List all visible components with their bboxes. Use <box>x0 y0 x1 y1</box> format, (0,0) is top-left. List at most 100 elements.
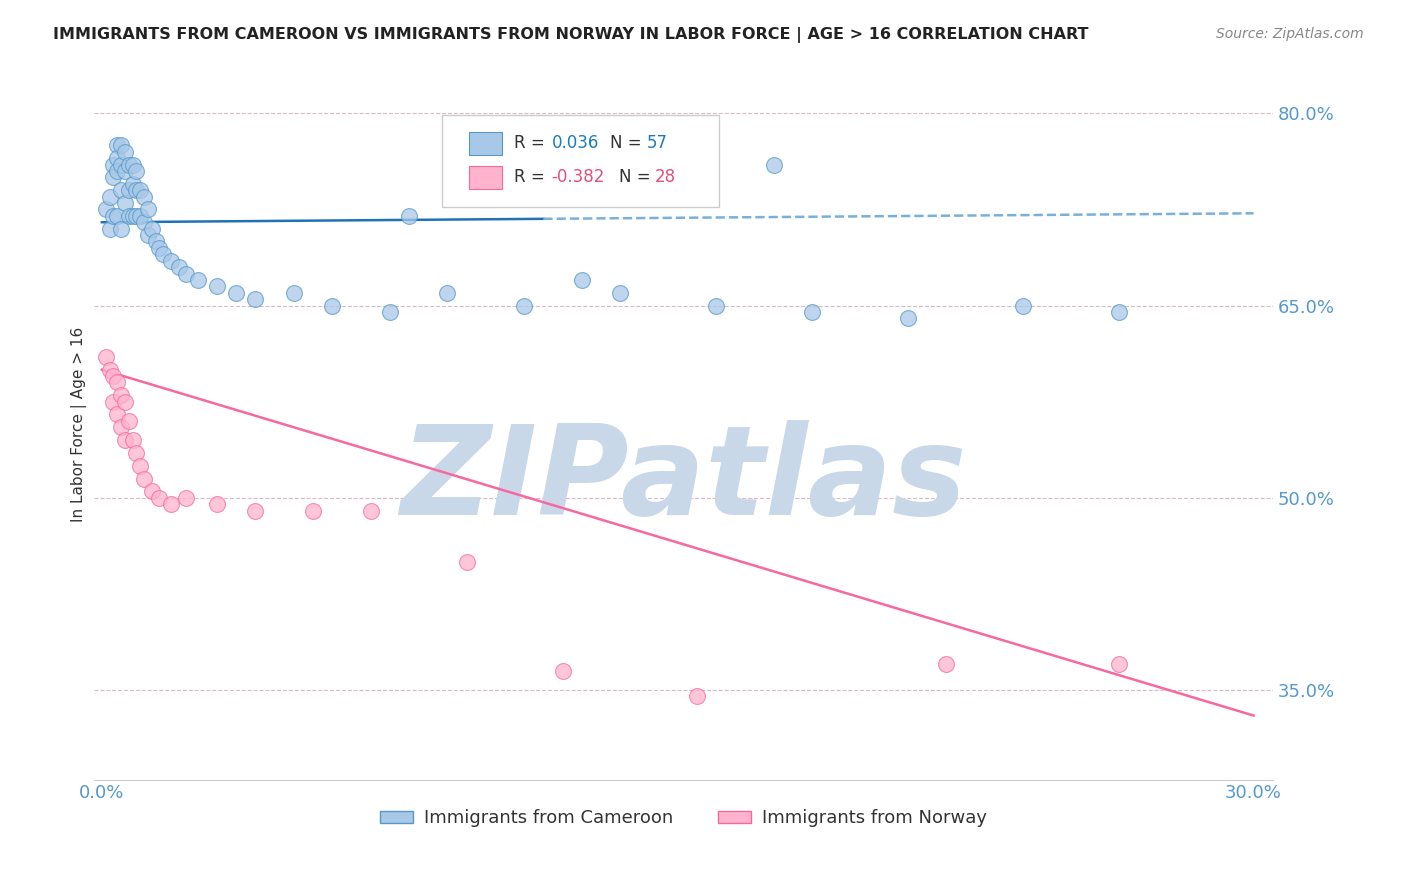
Point <box>148 241 170 255</box>
Point <box>136 202 159 217</box>
Point <box>121 158 143 172</box>
Point <box>205 497 228 511</box>
Point <box>114 164 136 178</box>
Point <box>94 202 117 217</box>
Point <box>152 247 174 261</box>
Point <box>1108 657 1130 672</box>
Point <box>205 279 228 293</box>
Point <box>245 503 267 517</box>
Point <box>110 138 132 153</box>
Point <box>398 209 420 223</box>
Point <box>129 458 152 473</box>
Legend: Immigrants from Cameroon, Immigrants from Norway: Immigrants from Cameroon, Immigrants fro… <box>373 802 994 835</box>
Point <box>103 170 125 185</box>
Point <box>103 158 125 172</box>
Point <box>114 196 136 211</box>
Text: R =: R = <box>513 169 550 186</box>
Point <box>105 376 128 390</box>
Point <box>103 369 125 384</box>
Text: 0.036: 0.036 <box>551 134 599 153</box>
Point <box>551 664 574 678</box>
Point <box>160 497 183 511</box>
Point <box>141 221 163 235</box>
Point <box>136 228 159 243</box>
Point <box>245 292 267 306</box>
Point <box>121 209 143 223</box>
Y-axis label: In Labor Force | Age > 16: In Labor Force | Age > 16 <box>72 326 87 522</box>
Point <box>762 158 785 172</box>
Point <box>105 138 128 153</box>
Point <box>167 260 190 274</box>
Point <box>609 285 631 300</box>
Point <box>110 420 132 434</box>
Point <box>110 221 132 235</box>
Point <box>513 299 536 313</box>
Text: N =: N = <box>610 134 643 153</box>
Point <box>103 209 125 223</box>
Point <box>704 299 727 313</box>
Text: R =: R = <box>513 134 550 153</box>
Point <box>118 209 141 223</box>
Point <box>118 183 141 197</box>
Point <box>187 273 209 287</box>
Point <box>436 285 458 300</box>
Point <box>118 158 141 172</box>
Point <box>98 362 121 376</box>
Point <box>105 408 128 422</box>
Point <box>125 164 148 178</box>
Point <box>225 285 247 300</box>
Point <box>897 311 920 326</box>
Bar <box>470 132 502 154</box>
Point <box>103 394 125 409</box>
Point <box>105 164 128 178</box>
Point <box>110 388 132 402</box>
Point <box>98 189 121 203</box>
Point <box>145 235 167 249</box>
Point <box>1108 305 1130 319</box>
Point <box>110 183 132 197</box>
Text: Source: ZipAtlas.com: Source: ZipAtlas.com <box>1216 27 1364 41</box>
Point <box>686 690 709 704</box>
Point <box>935 657 957 672</box>
Text: ZIPatlas: ZIPatlas <box>401 420 967 541</box>
Point <box>176 267 198 281</box>
Point <box>801 305 824 319</box>
Text: N =: N = <box>619 169 651 186</box>
Point <box>121 177 143 191</box>
Point <box>129 209 152 223</box>
Point <box>118 414 141 428</box>
Point <box>114 433 136 447</box>
Point <box>160 253 183 268</box>
Text: IMMIGRANTS FROM CAMEROON VS IMMIGRANTS FROM NORWAY IN LABOR FORCE | AGE > 16 COR: IMMIGRANTS FROM CAMEROON VS IMMIGRANTS F… <box>53 27 1088 43</box>
Text: 57: 57 <box>647 134 668 153</box>
Point <box>302 503 325 517</box>
Point <box>125 209 148 223</box>
Bar <box>470 166 502 189</box>
FancyBboxPatch shape <box>441 115 718 207</box>
Point <box>98 221 121 235</box>
Point <box>176 491 198 505</box>
Point <box>105 209 128 223</box>
Point <box>132 215 155 229</box>
Point <box>132 471 155 485</box>
Point <box>1012 299 1035 313</box>
Point <box>456 555 478 569</box>
Point <box>132 189 155 203</box>
Text: 28: 28 <box>655 169 676 186</box>
Point <box>321 299 343 313</box>
Point <box>94 350 117 364</box>
Point <box>121 433 143 447</box>
Point <box>378 305 401 319</box>
Point <box>105 151 128 165</box>
Point <box>141 484 163 499</box>
Point <box>110 158 132 172</box>
Point <box>129 183 152 197</box>
Point <box>125 183 148 197</box>
Point <box>283 285 305 300</box>
Point <box>360 503 382 517</box>
Point <box>571 273 593 287</box>
Point <box>114 145 136 159</box>
Point <box>148 491 170 505</box>
Text: -0.382: -0.382 <box>551 169 605 186</box>
Point <box>114 394 136 409</box>
